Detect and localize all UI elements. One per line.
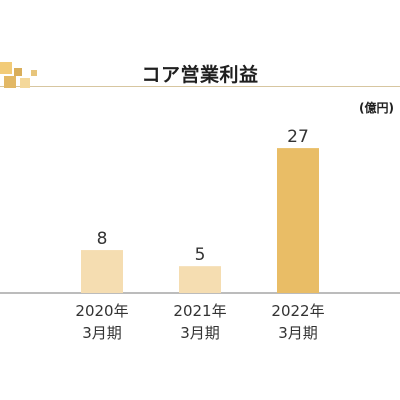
x-tick-label-1-line-1: 2020年: [75, 302, 128, 320]
title-underline: [0, 86, 400, 87]
bar-1: [81, 250, 123, 293]
chart-title: コア営業利益: [141, 64, 259, 86]
x-tick-label-2-line-2: 3月期: [180, 324, 220, 342]
data-label-3: 27: [287, 127, 309, 147]
x-tick-label-3-line-1: 2022年: [271, 302, 324, 320]
data-label-2: 5: [195, 245, 206, 265]
data-label-1: 8: [97, 229, 108, 249]
x-tick-label-1-line-2: 3月期: [82, 324, 122, 342]
bar-3: [277, 148, 319, 293]
brand-logo-mark: [0, 62, 37, 88]
unit-label: (億円): [359, 101, 394, 115]
bar-2: [179, 266, 221, 293]
x-tick-label-3-line-2: 3月期: [278, 324, 318, 342]
x-tick-label-2-line-1: 2021年: [173, 302, 226, 320]
